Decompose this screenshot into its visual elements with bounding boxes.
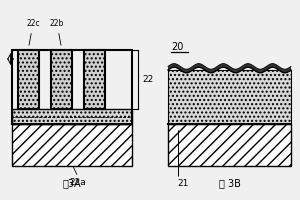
Text: 22c: 22c: [26, 19, 40, 45]
Text: 图3A: 图3A: [63, 178, 81, 188]
Bar: [18, 50, 39, 109]
Text: 20: 20: [171, 42, 183, 52]
Bar: [12, 124, 132, 166]
Bar: [51, 50, 72, 109]
Bar: [168, 70, 291, 124]
Text: 22a: 22a: [70, 178, 86, 187]
Bar: [12, 109, 132, 124]
Bar: [12, 50, 132, 124]
Text: 21: 21: [177, 179, 188, 188]
Bar: [84, 50, 105, 109]
Text: 22: 22: [142, 75, 154, 84]
Text: 图 3B: 图 3B: [219, 178, 240, 188]
Text: 22b: 22b: [50, 19, 64, 45]
Bar: [168, 124, 291, 166]
